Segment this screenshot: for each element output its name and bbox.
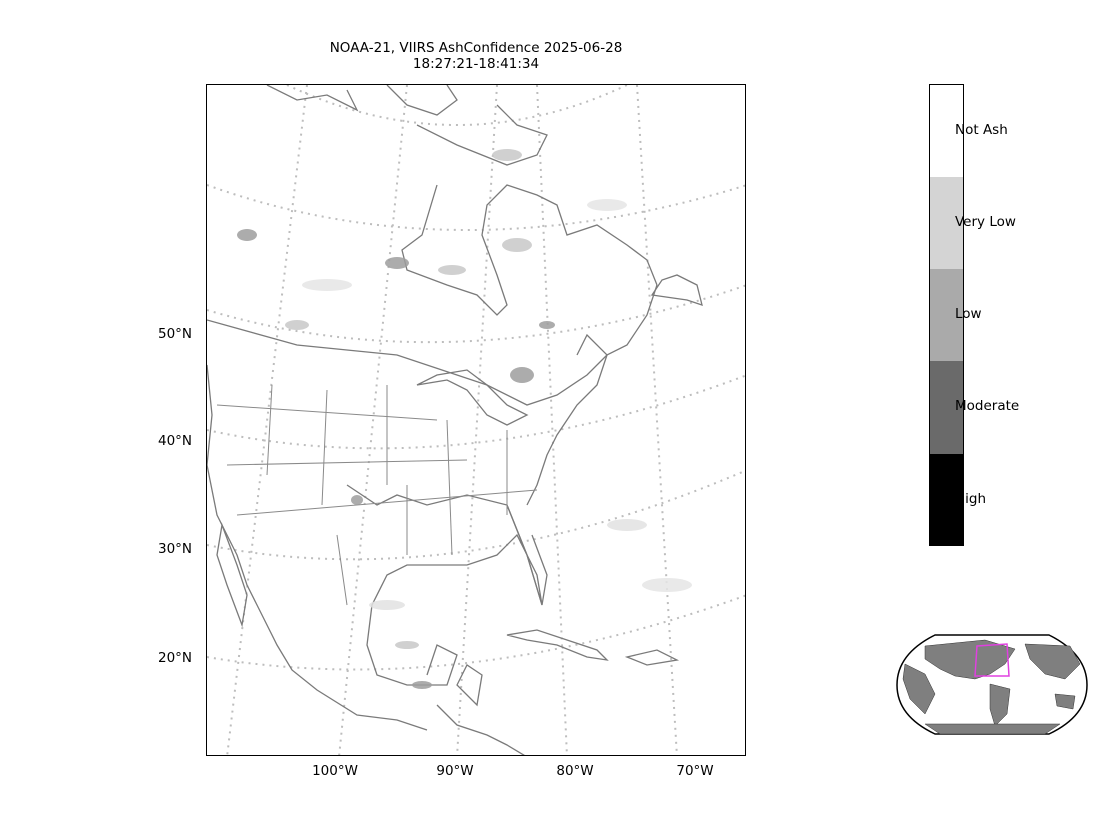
gridline-lat-40 <box>207 374 745 450</box>
detection-patch <box>285 320 309 330</box>
globe-land-antarctica <box>924 723 1061 735</box>
hispaniola <box>624 649 680 666</box>
cuba <box>506 629 609 661</box>
detection-patch <box>438 265 466 275</box>
detection-patch <box>369 600 405 610</box>
gridline-lon-80 <box>536 85 568 755</box>
yucatan <box>456 664 483 707</box>
map-panel[interactable] <box>206 84 746 756</box>
title-line-2: 18:27:21-18:41:34 <box>412 56 540 72</box>
map-canvas <box>207 85 745 755</box>
great-lakes <box>416 369 529 426</box>
hudson-bay-coast <box>401 184 658 316</box>
colorbar-segment-not-ash <box>930 85 963 177</box>
detection-patch <box>502 238 532 252</box>
state-border-4 <box>216 404 438 421</box>
colorbar-label-not-ash: Not Ash <box>955 122 1008 138</box>
state-borders <box>216 384 538 606</box>
colorbar-label-low: Low <box>955 306 982 322</box>
pacific-coast <box>207 364 428 731</box>
labrador-coast <box>576 284 658 356</box>
detection-patch <box>351 495 363 505</box>
colorbar-segment-low <box>930 269 963 361</box>
map-title: NOAA-21, VIIRS AshConfidence 2025-06-28 … <box>206 40 746 72</box>
gridline-lon-110 <box>226 85 308 755</box>
colorbar-segment-very-low <box>930 177 963 269</box>
gridline-lon-90 <box>456 85 498 755</box>
globe-land-south-america <box>989 683 1011 727</box>
globe-highlight-box <box>974 643 1010 677</box>
state-border-2 <box>321 389 328 506</box>
lat-label-30n: 30°N <box>158 541 193 557</box>
detection-patch <box>642 578 692 592</box>
state-border-1 <box>266 384 273 476</box>
colorbar-segment-high <box>930 454 963 545</box>
florida <box>506 504 548 606</box>
colorbar-label-very-low: Very Low <box>955 214 1016 230</box>
inset-globe <box>896 634 1088 735</box>
ash-detections <box>237 149 692 689</box>
state-border-5 <box>226 459 468 466</box>
colorbar-label-high: High <box>955 491 987 507</box>
detection-patch <box>607 519 647 531</box>
lat-label-50n: 50°N <box>158 326 193 342</box>
title-line-1: NOAA-21, VIIRS AshConfidence 2025-06-28 <box>329 40 623 56</box>
state-border-6 <box>236 489 538 516</box>
gridline-lat-20 <box>207 594 745 671</box>
gridline-lat-70 <box>286 85 628 126</box>
detection-patch <box>510 367 534 383</box>
detection-patch <box>539 321 555 329</box>
central-america <box>436 704 525 755</box>
baffin-coast <box>416 104 548 166</box>
gridline-lon-70 <box>636 85 678 755</box>
lat-label-20n: 20°N <box>158 650 193 666</box>
detection-patch <box>587 199 627 211</box>
gridline-lon-100 <box>338 85 408 755</box>
detection-patch <box>395 641 419 649</box>
lon-label-80w: 80°W <box>556 763 594 779</box>
detection-patch <box>412 681 432 689</box>
detection-patch <box>302 279 352 291</box>
gulf-coast <box>346 484 543 686</box>
gridline-lat-50 <box>207 284 745 344</box>
lat-label-40n: 40°N <box>158 433 193 449</box>
globe-land-australia <box>1054 693 1076 710</box>
latitude-gridlines <box>207 85 745 671</box>
lon-label-90w: 90°W <box>436 763 474 779</box>
detection-patch <box>492 149 522 161</box>
globe-land-eurasia <box>1024 643 1081 680</box>
gridline-lat-60 <box>207 184 745 231</box>
colorbar-segment-moderate <box>930 361 963 454</box>
longitude-gridlines <box>226 85 678 755</box>
arctic-island-2 <box>386 85 458 116</box>
newfoundland <box>650 274 703 306</box>
globe-land-africa <box>902 663 936 715</box>
gridline-lat-30 <box>207 469 745 561</box>
globe-landmasses <box>902 639 1081 735</box>
detection-patch <box>237 229 257 241</box>
arctic-island-1 <box>266 85 359 112</box>
lon-label-100w: 100°W <box>312 763 358 779</box>
colorbar-label-moderate: Moderate <box>955 398 1020 414</box>
state-border-9 <box>336 534 348 606</box>
detection-patch <box>385 257 409 269</box>
coastlines <box>207 85 703 755</box>
state-border-7 <box>446 419 453 556</box>
ash-confidence-colorbar <box>929 84 964 546</box>
baja-california <box>216 522 248 628</box>
atlantic-coast <box>526 354 608 506</box>
canada-us-border <box>207 319 608 406</box>
lon-label-70w: 70°W <box>676 763 714 779</box>
